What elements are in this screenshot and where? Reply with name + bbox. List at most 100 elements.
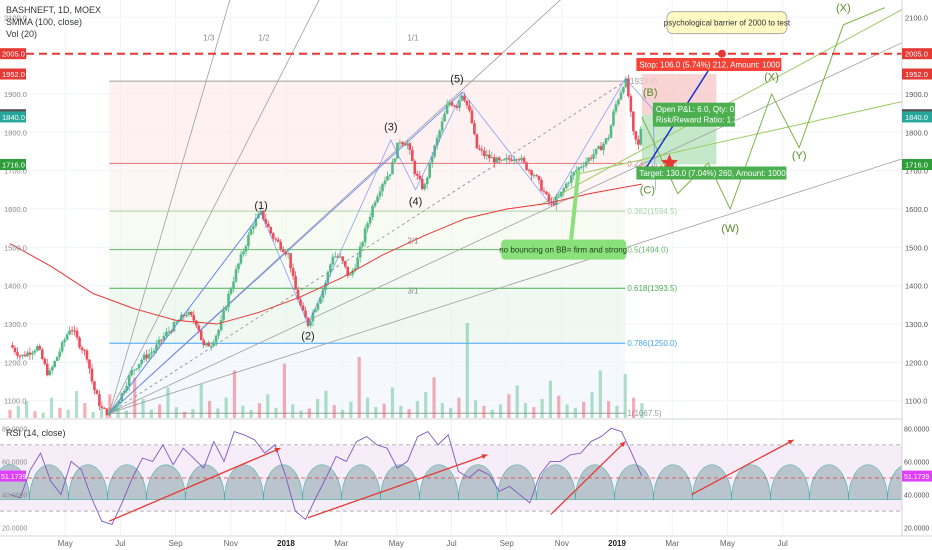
volume-bar — [498, 404, 503, 418]
candle-body — [594, 148, 598, 155]
volume-bar — [582, 401, 586, 418]
candle-body — [50, 367, 54, 371]
rsi-tick-label: 40.0000 — [904, 493, 929, 500]
fib-label: 0.5(1494.0) — [627, 246, 668, 255]
candle-body — [48, 370, 52, 376]
indicator-smma-label[interactable]: SMMA (100, close) — [6, 17, 83, 27]
wave-label: (Y) — [792, 150, 807, 162]
volume-bar — [399, 405, 403, 418]
volume-bar — [449, 407, 453, 418]
candle-body — [391, 161, 394, 175]
indicator-rsi-label[interactable]: RSI (14, close) — [6, 428, 66, 438]
candle-body — [324, 282, 327, 291]
candle-body — [70, 330, 74, 332]
bb-annotation-text: no bouncing on BB= firm and strong — [499, 246, 627, 255]
volume-bar — [83, 403, 87, 418]
candle-body — [242, 251, 245, 255]
price-badge-label-left: 1716.0 — [2, 161, 25, 170]
volume-bar — [515, 385, 519, 418]
candle-body — [353, 267, 357, 271]
candle-body — [334, 256, 337, 258]
candle-body — [150, 352, 153, 354]
candle-body — [115, 404, 119, 407]
candle-body — [75, 330, 79, 338]
candle-body — [140, 359, 143, 364]
rsi-cycle-arc — [575, 464, 615, 500]
x-tick-label: Nov — [555, 539, 569, 548]
candle-body — [639, 128, 643, 145]
candle-body — [83, 350, 86, 352]
candle-body — [204, 342, 208, 346]
candle-body — [26, 352, 29, 357]
volume-bar — [207, 401, 212, 418]
wave-label: (1) — [254, 200, 267, 212]
volume-bar — [623, 373, 627, 418]
candle-body — [388, 174, 392, 176]
volume-bar — [25, 401, 29, 418]
candle-body — [103, 407, 106, 409]
target-label-box — [636, 166, 787, 180]
candle-body — [207, 342, 210, 347]
candle-body — [463, 95, 466, 101]
candle-body — [465, 100, 469, 106]
candle-body — [572, 172, 576, 176]
volume-bar — [615, 405, 619, 418]
volume-bar — [241, 405, 245, 418]
candle-body — [415, 173, 419, 176]
candle-body — [229, 288, 233, 294]
candle-body — [408, 143, 412, 150]
candle-body — [632, 111, 635, 132]
candle-body — [383, 180, 387, 184]
volume-bar — [141, 399, 145, 418]
candle-body — [592, 154, 595, 159]
y-tick-label: 1500.0 — [905, 243, 928, 252]
candle-body — [311, 312, 315, 322]
volume-bar — [108, 394, 112, 418]
candle-body — [321, 290, 325, 298]
volume-bar — [607, 401, 611, 418]
candle-body — [542, 190, 546, 192]
volume-bar — [490, 409, 494, 418]
volume-bar — [407, 409, 411, 418]
wave-label: (4) — [409, 196, 422, 208]
candle-body — [500, 159, 504, 161]
rsi-cycle-arc — [731, 464, 771, 500]
candle-body — [197, 325, 201, 331]
candle-body — [398, 142, 402, 144]
candle-body — [301, 305, 305, 311]
candle-body — [222, 310, 225, 321]
candle-body — [535, 175, 538, 177]
candle-body — [329, 264, 332, 273]
rsi-tick-label: 60.0000 — [904, 459, 929, 466]
indicator-vol-label[interactable]: Vol (20) — [6, 29, 38, 39]
candle-body — [430, 156, 434, 163]
candle-body — [294, 276, 297, 290]
price-badge-label: 1840.0 — [905, 113, 928, 122]
y-tick-label-left: 1900.0 — [4, 90, 27, 99]
x-tick-label: 2018 — [277, 539, 295, 548]
candle-body — [483, 150, 486, 157]
smma-line — [9, 183, 642, 325]
candle-body — [259, 210, 263, 215]
candle-body — [73, 330, 76, 332]
symbol-title[interactable]: BASHNEFT, 1D, MOEX — [6, 5, 102, 15]
candle-body — [343, 261, 347, 267]
volume-bar — [49, 397, 54, 418]
volume-bar — [33, 411, 37, 418]
rsi-cycle-arc — [536, 464, 576, 500]
volume-bar — [316, 399, 320, 418]
candle-body — [319, 297, 322, 304]
candle-body — [475, 134, 479, 149]
pnl-box — [652, 102, 735, 127]
candle-body — [187, 312, 191, 315]
candle-body — [455, 106, 459, 108]
candle-body — [299, 299, 302, 306]
volume-bar — [291, 404, 295, 418]
candle-body — [406, 143, 409, 146]
candle-body — [393, 158, 397, 162]
candle-body — [58, 351, 61, 357]
price-badge-left — [0, 48, 26, 60]
volume-bar — [365, 397, 370, 418]
volume-bar — [523, 403, 528, 418]
candle-body — [525, 162, 528, 170]
